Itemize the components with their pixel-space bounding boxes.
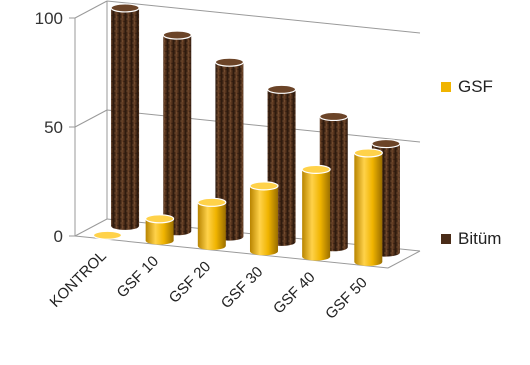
bar-bitum-2 <box>214 57 245 241</box>
x-category-label: GSF 20 <box>166 258 215 307</box>
floor-right-edge <box>387 250 421 269</box>
legend-label: Bitüm <box>458 229 501 248</box>
y-tick-label: 100 <box>35 9 63 28</box>
bar-gsf-5 <box>353 148 383 266</box>
bar-gsf-0 <box>92 230 123 240</box>
x-category-label: GSF 50 <box>322 274 371 323</box>
gridline-side-100 <box>74 0 108 19</box>
gridline-side-0 <box>74 218 108 237</box>
gridline-back-50 <box>106 109 421 143</box>
gridline-back-100 <box>106 0 421 34</box>
legend-swatch <box>441 234 451 244</box>
x-category-label: GSF 30 <box>218 263 267 312</box>
y-tick-label: 0 <box>54 227 63 246</box>
floor-front-edge <box>74 235 389 269</box>
bar-gsf-3 <box>249 181 279 256</box>
gridline-side-50 <box>74 109 108 128</box>
bar-gsf-4 <box>301 164 331 261</box>
legend-label: GSF <box>458 77 493 96</box>
y-tick-label: 50 <box>44 118 63 137</box>
x-category-label: KONTROL <box>47 247 110 310</box>
x-category-label: GSF 40 <box>270 269 319 318</box>
legend-item-0: GSF <box>441 77 493 96</box>
x-category-label: GSF 10 <box>114 253 163 302</box>
bar-bitum-1 <box>162 30 192 236</box>
legend-swatch <box>441 82 451 92</box>
legend-item-1: Bitüm <box>441 229 501 248</box>
bar-gsf-2 <box>197 197 227 250</box>
bar-gsf-1 <box>145 214 175 245</box>
bar-bitum-0 <box>110 3 140 230</box>
